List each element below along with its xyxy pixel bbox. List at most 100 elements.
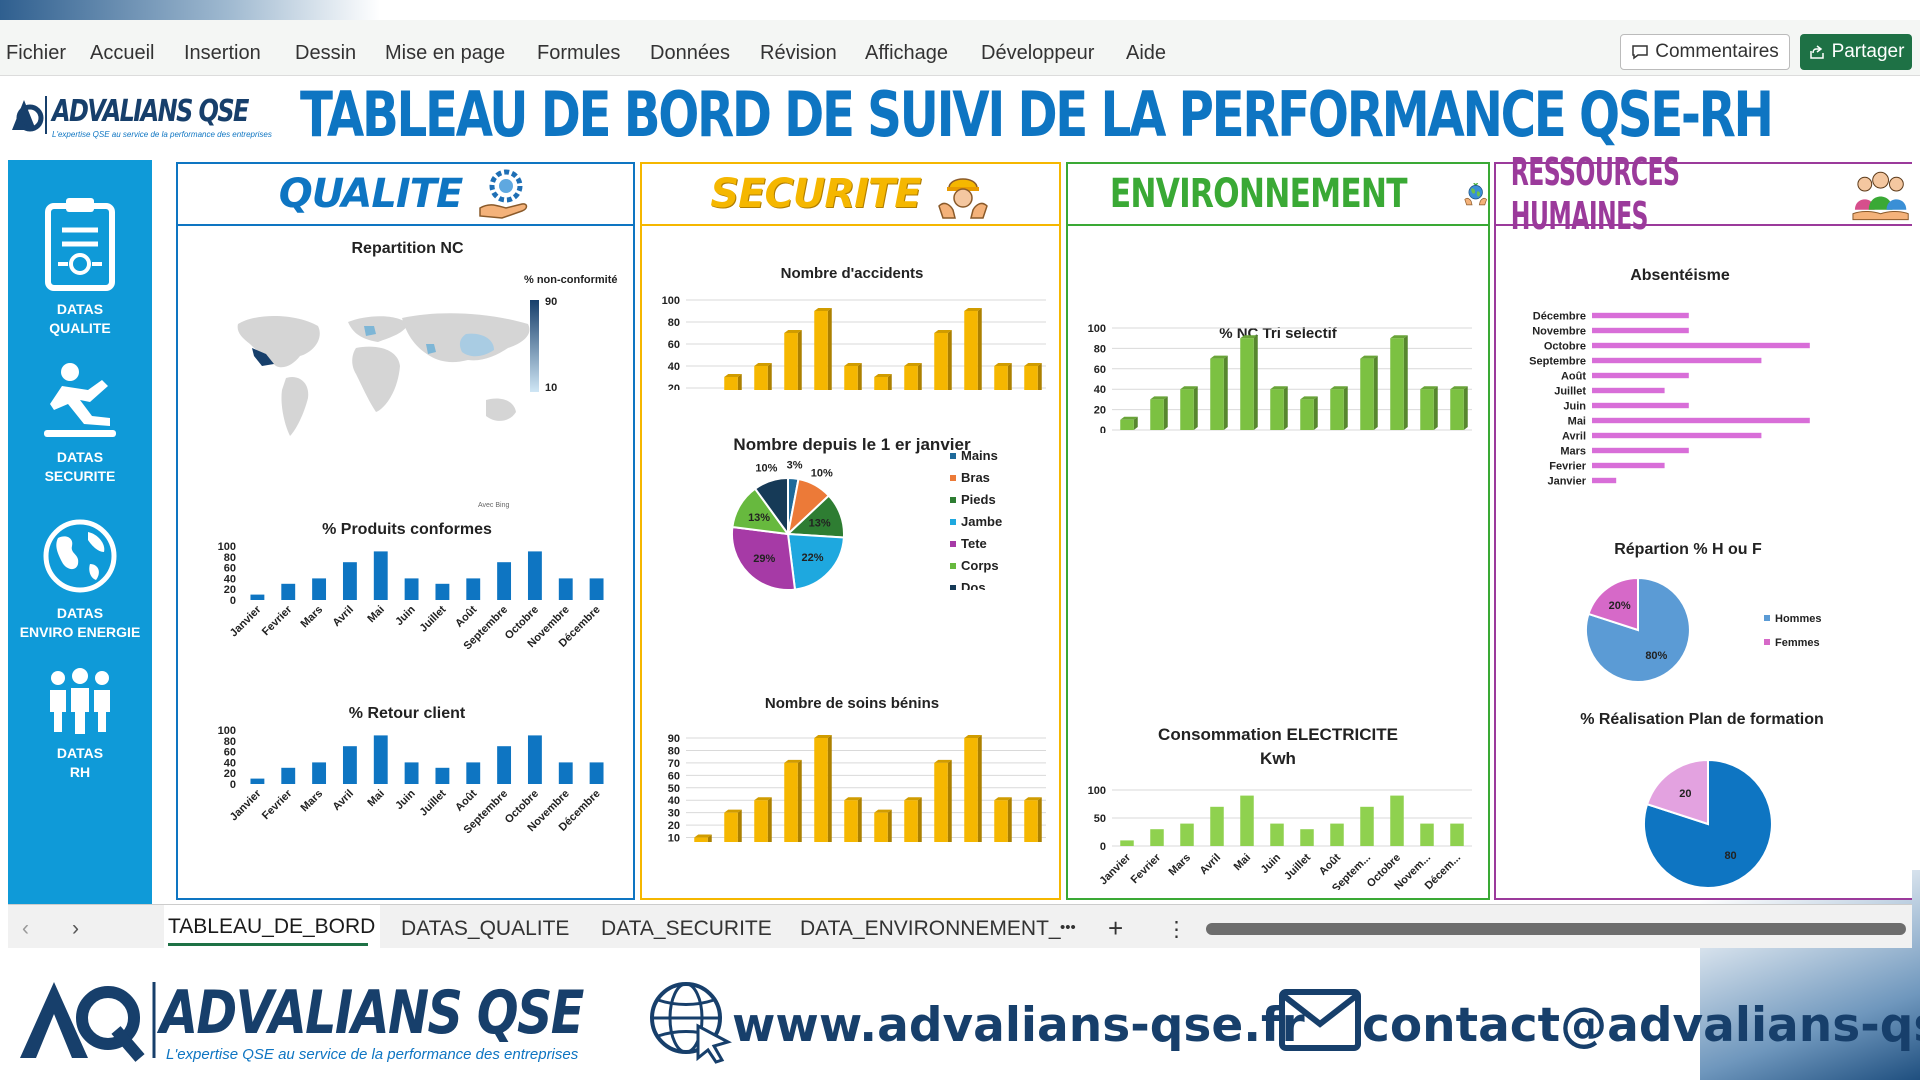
horizontal-scrollbar[interactable] [1206,923,1906,935]
bar-side [1343,386,1348,430]
comments-button[interactable]: Commentaires [1620,34,1790,70]
y-tick-label: 30 [668,808,680,820]
logo-text: ADVALIANS QSE [52,94,249,129]
panel-header: SECURITE [642,164,1059,226]
bar-top [964,735,982,738]
menu-formules[interactable]: Formules [537,42,621,64]
y-tick-label: 60 [668,770,680,782]
tab-nav-prev[interactable]: ‹ [22,917,29,940]
bar-side [917,797,922,842]
x-tick-label: Fevrier [260,603,295,638]
bar-top [724,809,742,813]
bar-side [797,330,802,390]
bar [497,746,512,784]
menu-affichage[interactable]: Affichage [865,42,949,64]
tab-data-environnement[interactable]: DATA_ENVIRONNEMENT_ [800,917,1061,940]
footer-website[interactable]: www.advalians-qse.fr [732,998,1305,1053]
bar [1592,357,1762,364]
data-label: 80% [1645,650,1667,662]
bar-side [707,834,712,842]
map-title: Repartition NC [351,240,464,257]
x-tick-label: Août [453,603,479,629]
bar [404,578,419,600]
nav-label: QUALITE [49,320,111,336]
share-button[interactable]: Partager [1800,34,1912,70]
y-tick-label: Avril [1562,431,1586,443]
menu-donnees[interactable]: Données [650,42,731,64]
legend-swatch [950,519,956,525]
nav-datas-rh[interactable]: DATAS RH [8,666,152,782]
bar-side [827,735,832,842]
tab-add-button[interactable]: + [1108,913,1124,943]
bar-side [1007,797,1012,842]
y-tick-label: 100 [1088,785,1106,797]
bar-top [1024,363,1042,366]
tab-nav-next[interactable]: › [72,917,79,940]
bar [1120,840,1134,846]
bar [281,583,296,600]
y-tick-label: 80 [224,736,236,748]
y-tick-label: Juin [1563,401,1586,413]
chart-electricite: Consommation ELECTRICITE Kwh 0 50 100 Janvier… [1088,725,1472,890]
y-tick-label: 20 [668,820,680,832]
x-tick-label: 60 [1731,499,1743,500]
y-tick-label: 60 [1094,364,1106,376]
tab-more-button[interactable]: ••• [1060,919,1076,936]
legend-swatch [950,563,956,569]
corner-decoration [0,0,380,22]
menu-insertion[interactable]: Insertion [184,42,261,64]
bar-top [1300,396,1318,400]
y-tick-label: Fevrier [1549,461,1586,473]
bar-top [724,374,742,377]
bar [1592,417,1810,424]
tab-datas-qualite[interactable]: DATAS_QUALITE [401,917,570,940]
bar [1420,389,1434,430]
bar [904,366,918,390]
envelope-icon [1279,989,1361,1051]
bar [466,578,481,600]
bar [814,311,828,390]
bar [527,551,542,600]
bar [814,738,828,842]
y-tick-label: 0 [230,779,236,791]
bar [1592,372,1689,379]
x-tick-label: Juin [393,787,418,812]
bar-side [1037,363,1042,390]
pie-slice [753,476,789,538]
footer-email[interactable]: contact@advalians-qse.fr [1362,998,1920,1053]
tab-data-securite[interactable]: DATA_SECURITE [601,917,772,940]
y-tick-label: 0 [230,595,236,607]
bar [964,738,978,842]
nav-datas-enviro[interactable]: DATAS ENVIRO ENERGIE [8,516,152,642]
tab-tableau-de-bord[interactable]: TABLEAU_DE_BORD [168,915,376,938]
menu-revision[interactable]: Révision [760,42,837,64]
menu-fichier[interactable]: Fichier [6,42,67,64]
nav-datas-qualite[interactable]: DATAS QUALITE [8,196,152,338]
bar-top [814,735,832,738]
world-map [237,313,530,436]
menu-mise-en-page[interactable]: Mise en page [385,42,506,64]
bar-side [1403,335,1408,430]
menu-accueil[interactable]: Accueil [90,42,155,64]
panel-qualite: QUALITE Repartition NC % non-conformité … [176,162,635,900]
menu-developpeur[interactable]: Développeur [981,42,1095,64]
legend-swatch [950,541,956,547]
menu-aide[interactable]: Aide [1126,42,1167,64]
bar [1270,823,1284,846]
tab-options-button[interactable]: ⋮ [1166,918,1187,941]
panel-environnement: ENVIRONNEMENT % NC Tri selectif 0 20 40 60 80… [1066,162,1490,900]
bar-side [1433,386,1438,430]
menu-dessin[interactable]: Dessin [295,42,357,64]
tab-active-underline [168,943,368,946]
nav-datas-securite[interactable]: DATAS SECURITE [8,360,152,486]
y-tick-label: 80 [224,552,236,564]
y-tick-label: 0 [1100,425,1106,433]
x-tick-label: 0 [1589,499,1595,500]
y-tick-label: 100 [218,725,236,737]
y-tick-label: Septembre [1529,356,1586,368]
bar [497,562,512,600]
bar [994,366,1008,390]
x-tick-label: Juillet [418,787,449,818]
bar-top [754,363,772,366]
x-tick-label: Avril [1198,852,1223,877]
